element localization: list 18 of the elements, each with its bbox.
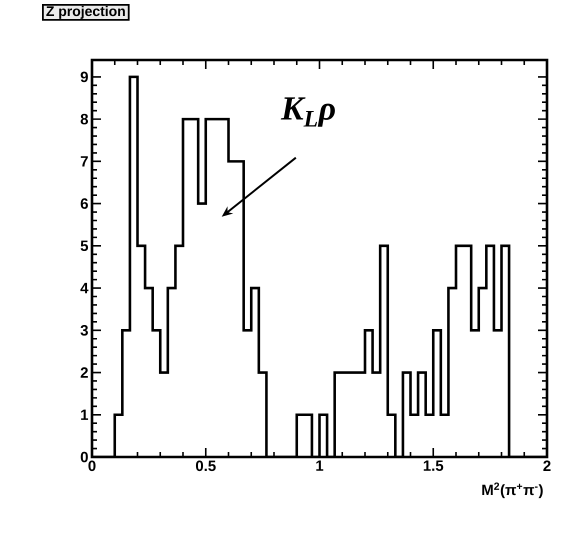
y-tick-label: 0 [80, 452, 88, 462]
x-axis-title: M$^{2}$(π$^{+}$π$^{-}$) [482, 482, 543, 498]
x-tick-label: 1 [316, 460, 324, 471]
chart-title: Z projection [46, 6, 125, 19]
x-tick-label: 0.5 [196, 460, 216, 472]
y-tick-label: 6 [80, 198, 88, 209]
y-tick-label: 2 [80, 367, 88, 378]
y-tick-label: 3 [80, 324, 88, 336]
y-tick-label: 8 [80, 114, 88, 124]
y-tick-label: 7 [80, 156, 88, 166]
y-tick-label: 4 [80, 282, 88, 294]
x-tick-label: 1.5 [424, 460, 444, 471]
x-tick-label: 0 [88, 460, 96, 472]
y-tick-label: 1 [81, 410, 88, 420]
annotation: K$_{L}$ρ [280, 97, 335, 127]
x-tick-label: 2 [543, 460, 551, 471]
y-tick-label: 9 [80, 72, 88, 82]
y-tick-label: 5 [80, 240, 88, 252]
